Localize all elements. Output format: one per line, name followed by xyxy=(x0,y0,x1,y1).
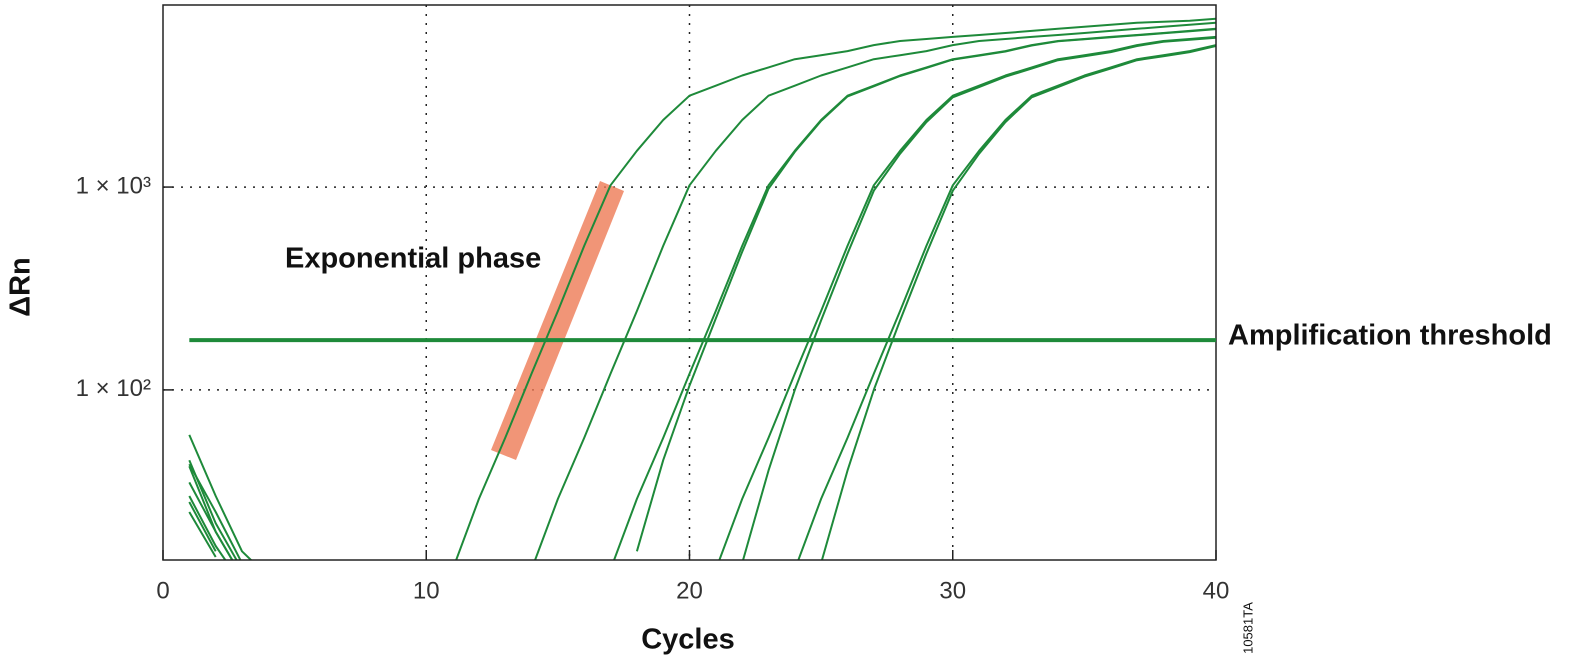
plot-lines xyxy=(188,17,1216,560)
series-line xyxy=(188,27,1216,560)
series-line xyxy=(188,35,1216,560)
series-line xyxy=(188,45,1216,560)
annotation: Exponential phase xyxy=(285,243,541,275)
x-tick-label: 30 xyxy=(939,577,966,604)
x-tick-label: 40 xyxy=(1203,577,1230,604)
y-axis-title: ΔRn xyxy=(5,257,37,317)
y-tick-label: 1 × 10² xyxy=(76,375,151,402)
x-axis-title: Cycles xyxy=(641,624,735,656)
x-tick-label: 10 xyxy=(413,577,440,604)
x-tick-label: 0 xyxy=(156,577,169,604)
plot-frame xyxy=(162,4,1217,561)
series-line xyxy=(188,17,1216,560)
exponential-phase-highlight xyxy=(491,181,624,460)
x-tick-label: 20 xyxy=(676,577,703,604)
series-line xyxy=(188,21,1216,560)
series-line xyxy=(188,36,1216,560)
y-tick-label: 1 × 10³ xyxy=(76,172,151,199)
figure-code: 10581TA xyxy=(1240,602,1255,654)
series-line xyxy=(188,44,1216,560)
series-line xyxy=(188,28,1216,560)
grid xyxy=(162,5,1217,560)
threshold-label: Amplification threshold xyxy=(1228,320,1552,352)
